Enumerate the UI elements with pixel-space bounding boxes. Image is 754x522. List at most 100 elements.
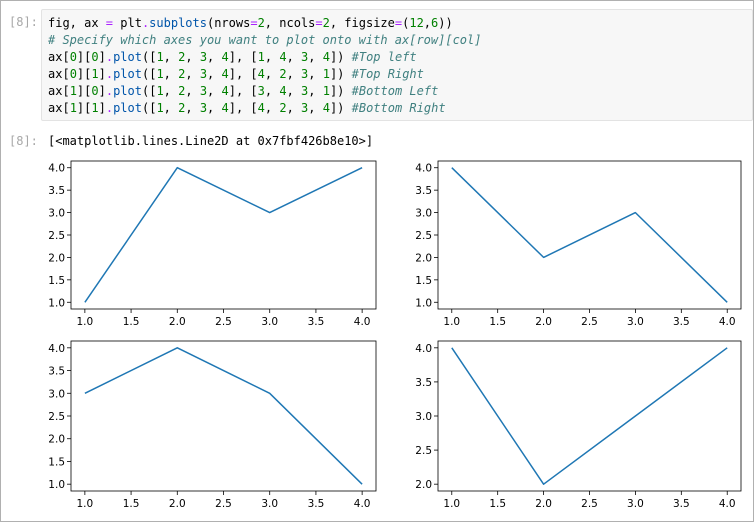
code-token: ][ [76,84,92,98]
subplot-1: 1.0 1.5 2.0 2.5 3.0 3.5 4.0 1.0 1.5 2.0 2.5 3.0 3.5 4… [415,160,742,328]
code-token: = [394,16,403,30]
code-line: ax[0][0].plot([1, 2, 3, 4], [1, 4, 3, 4]… [48,49,417,66]
y-tick-label: 3.0 [48,388,65,400]
code-token: ][ [76,50,92,64]
code-token: 1 [91,101,99,115]
code-token: ax[ [48,67,70,81]
code-token: 3 [199,84,208,98]
axes-frame [437,340,742,492]
code-token: . [105,84,114,98]
code-token: 4 [257,101,265,115]
y-tick-label: 4.0 [415,163,432,175]
code-token: )) [438,16,453,30]
subplot-0: 1.0 1.5 2.0 2.5 3.0 3.5 4.0 1.0 1.5 2.0 2.5 3.0 3.5 4… [48,160,377,328]
x-tick-label: 3.5 [308,316,325,328]
y-tick-label: 2.0 [48,252,65,264]
code-token: 3 [301,50,309,64]
code-token: 0 [91,84,99,98]
x-tick-label: 3.0 [627,316,644,328]
code-token: 2 [322,16,330,30]
code-token: 3 [301,84,309,98]
code-token: plot [113,67,142,81]
y-tick-label: 1.5 [48,456,65,468]
code-token: , [185,101,200,115]
subplot-3: 1.0 1.5 2.0 2.5 3.0 3.5 4.0 2.0 2.5 3.0 3.5 4.0 [415,340,742,510]
code-token: 3 [257,84,265,98]
y-tick-label: 4.0 [415,343,432,355]
code-line: # Specify which axes you want to plot on… [48,32,481,49]
y-tick-label: 2.5 [415,445,432,457]
code-token: plot [113,84,142,98]
x-tick-label: 2.0 [169,498,186,510]
code-token: = [105,16,114,30]
y-tick-label: 2.0 [415,479,432,491]
code-token: ] [98,67,106,81]
x-tick-label: 2.5 [581,498,598,510]
code-cell[interactable]: fig, ax = plt.subplots(nrows=2, ncols=2,… [41,9,753,121]
code-token: ([ [141,67,157,81]
code-token: ][ [76,101,92,115]
x-tick-label: 2.5 [215,498,232,510]
series-line [84,166,363,303]
code-line: ax[1][1].plot([1, 2, 3, 4], [4, 2, 3, 4]… [48,100,446,117]
code-token: 2 [279,101,287,115]
code-token: ] [98,101,106,115]
code-token: ], [ [228,101,258,115]
code-token: ]) [329,84,352,98]
output-prompt: [8]: [9,134,38,148]
code-token: ] [98,84,106,98]
code-token: . [141,16,150,30]
code-token: 1 [156,84,164,98]
code-token: 3 [199,101,208,115]
x-tick-label: 4.0 [719,316,736,328]
code-token: 1 [322,67,330,81]
series-line [451,347,728,485]
series-line [451,167,728,303]
y-tick-label: 2.5 [48,230,65,242]
code-token: , [163,84,179,98]
code-line: ax[0][1].plot([1, 2, 3, 4], [4, 2, 3, 1]… [48,66,424,83]
code-token: , [264,101,280,115]
code-token: , [264,84,280,98]
code-token: , [264,67,280,81]
code-token: (nrows [206,16,251,30]
code-token: 2 [178,67,186,81]
code-token: 2 [178,101,186,115]
x-tick-label: 1.0 [77,316,94,328]
y-tick-label: 2.0 [48,434,65,446]
code-token: , [163,101,179,115]
x-tick-label: 4.0 [354,498,371,510]
x-tick-label: 4.0 [354,316,371,328]
output-text: [<matplotlib.lines.Line2D at 0x7fbf426b8… [48,134,374,148]
code-token: 2 [279,67,287,81]
code-token: 4 [257,67,265,81]
code-token: plot [113,50,142,64]
x-tick-label: 1.5 [489,498,506,510]
code-token: ( [402,16,410,30]
code-token: , [163,50,179,64]
code-token: , [308,67,323,81]
y-tick-label: 3.5 [415,185,432,197]
code-token: , [286,67,302,81]
code-token: 4 [221,101,229,115]
y-tick-label: 3.0 [415,208,432,220]
code-token: 1 [257,50,265,64]
subplots-figure: 1.0 1.5 2.0 2.5 3.0 3.5 4.0 1.0 1.5 2.0 2.5 3.0 3.5 4… [48,160,742,510]
code-token: , [308,50,323,64]
code-token: ]) [329,67,352,81]
code-token: 4 [221,67,229,81]
x-tick-label: 3.0 [261,498,278,510]
code-token: ax[ [48,84,70,98]
code-token: ] [98,50,106,64]
code-line: ax[1][0].plot([1, 2, 3, 4], [3, 4, 3, 1]… [48,83,438,100]
code-token: 4 [221,84,229,98]
y-tick-label: 1.5 [48,275,65,287]
code-token: 1 [322,84,330,98]
code-token: , [308,84,323,98]
code-token: 2 [257,16,265,30]
code-token: #Bottom Left [351,84,439,98]
code-token: , figsize [329,16,395,30]
y-tick-label: 3.5 [415,377,432,389]
code-token: 4 [221,50,229,64]
